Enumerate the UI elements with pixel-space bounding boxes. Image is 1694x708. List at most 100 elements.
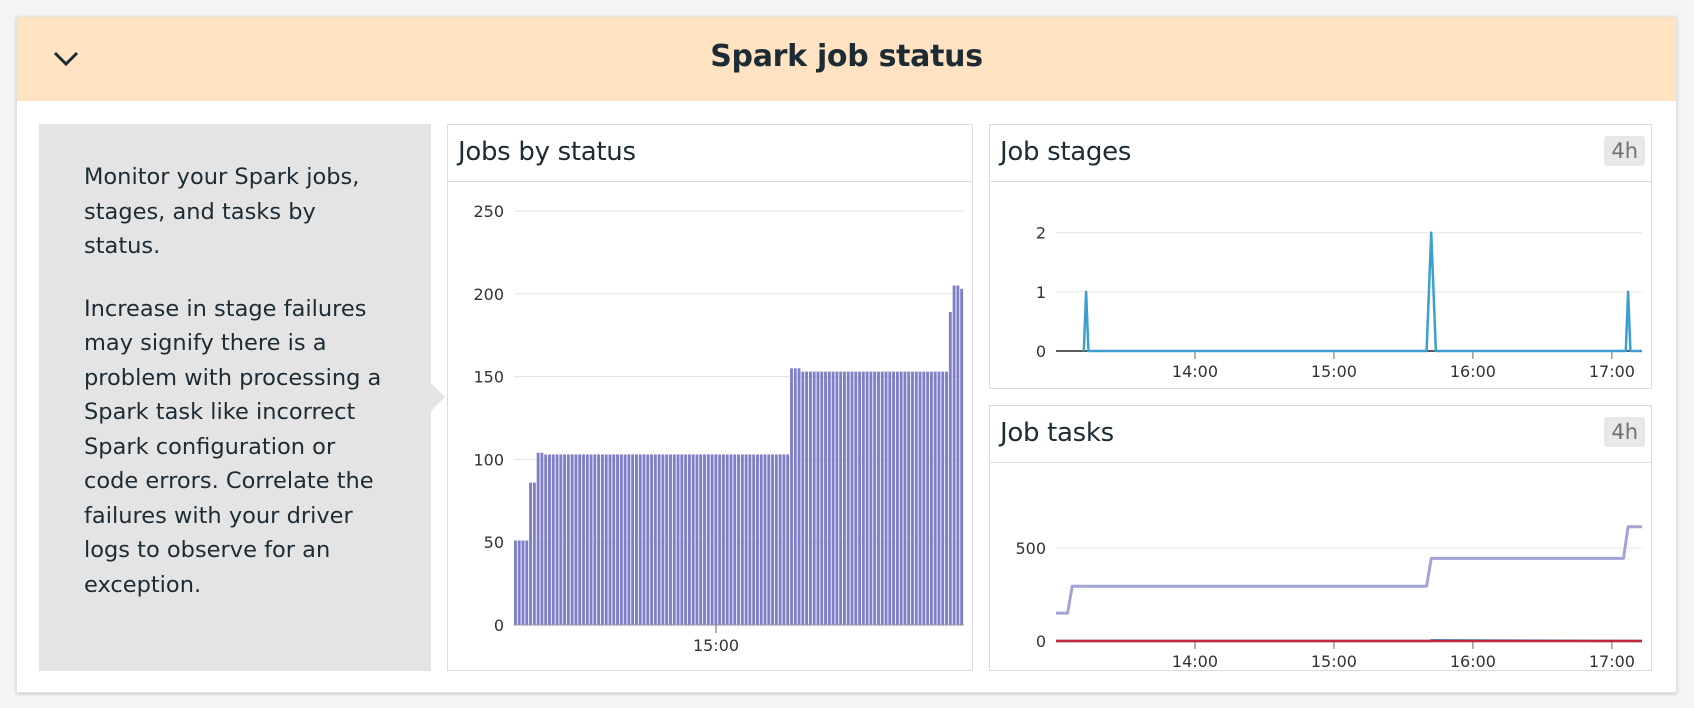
bar xyxy=(808,371,812,625)
bar xyxy=(884,371,888,625)
bar xyxy=(839,371,843,625)
group-header[interactable]: Spark job status xyxy=(17,17,1676,101)
bar xyxy=(582,454,585,625)
bar xyxy=(551,454,555,625)
svg-text:1: 1 xyxy=(1036,283,1046,302)
bar xyxy=(563,454,567,625)
bar xyxy=(801,371,805,625)
bar xyxy=(933,371,937,625)
bar xyxy=(914,371,918,625)
bar xyxy=(774,454,778,625)
bar xyxy=(854,371,858,625)
bar xyxy=(578,454,582,625)
bar xyxy=(589,454,593,625)
jobs-bar-chart[interactable]: 0 50 100 150 200 250 15:00 xyxy=(448,183,972,671)
bar xyxy=(842,371,846,625)
bar xyxy=(517,540,521,625)
bar xyxy=(536,452,540,625)
bar xyxy=(725,454,729,625)
bar xyxy=(642,454,646,625)
bar xyxy=(650,454,654,625)
bar xyxy=(710,454,714,625)
svg-text:15:00: 15:00 xyxy=(693,636,739,655)
bar xyxy=(695,454,699,625)
timeframe-badge[interactable]: 4h xyxy=(1604,136,1645,166)
chevron-down-icon[interactable] xyxy=(51,47,81,71)
bar xyxy=(835,371,839,625)
bar xyxy=(827,371,831,625)
svg-text:14:00: 14:00 xyxy=(1172,652,1218,671)
widget-job-tasks[interactable]: Job tasks 4h 0 500 14:00 15:00 16:00 17:00 xyxy=(989,405,1652,671)
bar xyxy=(597,454,601,625)
bar xyxy=(525,540,529,625)
widget-jobs-by-status[interactable]: Jobs by status 0 50 100 150 200 250 15:00 xyxy=(447,124,973,671)
bar xyxy=(952,285,956,625)
bar xyxy=(861,371,865,625)
bar xyxy=(895,371,899,625)
widget-header[interactable]: Job stages 4h xyxy=(990,125,1651,182)
bar xyxy=(631,454,635,625)
bar xyxy=(892,371,896,625)
bar xyxy=(960,288,964,625)
bar xyxy=(797,368,801,625)
bar xyxy=(937,371,941,625)
bar xyxy=(687,454,691,625)
bar xyxy=(752,454,756,625)
svg-text:17:00: 17:00 xyxy=(1589,362,1635,381)
tasks-line-chart[interactable]: 0 500 14:00 15:00 16:00 17:00 xyxy=(990,464,1651,671)
bar xyxy=(820,371,824,625)
bar xyxy=(684,454,688,625)
bar xyxy=(771,454,775,625)
bar xyxy=(888,371,892,625)
widget-job-stages[interactable]: Job stages 4h 0 1 2 14:00 15:00 16:00 17:00 xyxy=(989,124,1652,389)
bar xyxy=(877,371,880,625)
bar xyxy=(532,482,536,625)
bar xyxy=(703,454,706,625)
note-paragraph: Monitor your Spark jobs, stages, and tas… xyxy=(84,164,360,259)
bar xyxy=(514,540,517,625)
widget-title: Job stages xyxy=(1000,137,1132,167)
bar xyxy=(635,454,638,625)
bar xyxy=(850,371,854,625)
note-pointer xyxy=(431,383,445,411)
bar xyxy=(616,454,619,625)
bar xyxy=(585,454,589,625)
bar xyxy=(540,452,544,625)
widget-title: Jobs by status xyxy=(458,137,636,167)
widget-header[interactable]: Job tasks 4h xyxy=(990,406,1651,463)
bar xyxy=(665,454,669,625)
svg-text:250: 250 xyxy=(473,202,504,221)
bar xyxy=(831,371,835,625)
svg-text:14:00: 14:00 xyxy=(1172,362,1218,381)
bar xyxy=(721,454,725,625)
timeframe-badge[interactable]: 4h xyxy=(1604,417,1645,447)
bar xyxy=(657,454,661,625)
svg-text:50: 50 xyxy=(484,533,504,552)
svg-text:0: 0 xyxy=(1036,632,1046,651)
bar xyxy=(767,454,771,625)
svg-text:200: 200 xyxy=(473,285,504,304)
bar xyxy=(790,368,793,625)
bar xyxy=(653,454,657,625)
bar xyxy=(858,371,861,625)
bar xyxy=(926,371,930,625)
bar xyxy=(744,454,748,625)
bar xyxy=(699,454,703,625)
widget-header[interactable]: Jobs by status xyxy=(448,125,972,182)
bar xyxy=(759,454,763,625)
bar xyxy=(593,454,597,625)
svg-text:100: 100 xyxy=(473,450,504,469)
stages-line-chart[interactable]: 0 1 2 14:00 15:00 16:00 17:00 xyxy=(990,183,1651,389)
bar xyxy=(733,454,737,625)
bar xyxy=(570,454,574,625)
bar xyxy=(566,454,570,625)
bar xyxy=(945,371,948,625)
bar xyxy=(691,454,695,625)
svg-text:15:00: 15:00 xyxy=(1311,362,1357,381)
bar xyxy=(672,454,676,625)
bar xyxy=(669,454,672,625)
svg-text:500: 500 xyxy=(1015,539,1046,558)
bar xyxy=(740,454,744,625)
series-stages xyxy=(1082,231,1642,353)
note-panel: Monitor your Spark jobs, stages, and tas… xyxy=(39,124,431,671)
